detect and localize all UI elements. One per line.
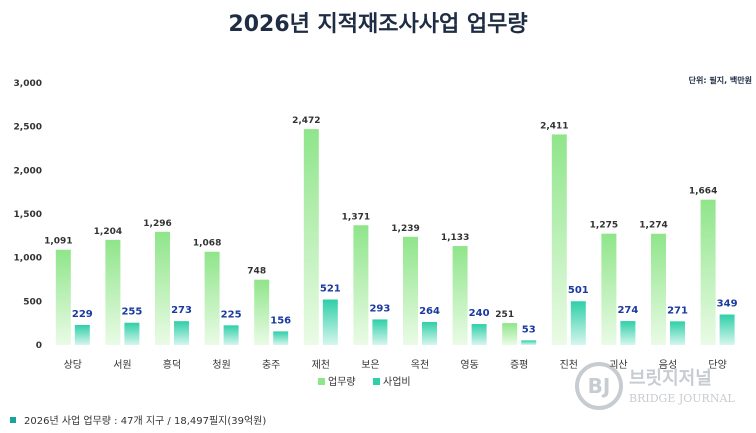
bar-budget <box>471 324 487 345</box>
y-tick-label: 0 <box>36 341 42 351</box>
y-tick-label: 2,500 <box>14 123 42 133</box>
data-label-workload: 2,472 <box>292 116 320 126</box>
data-label-budget: 273 <box>171 305 192 316</box>
data-label-budget: 229 <box>72 309 93 320</box>
data-label-budget: 53 <box>522 324 536 335</box>
bar-budget <box>124 322 140 345</box>
bar-workload <box>204 251 220 345</box>
data-label-workload: 1,204 <box>94 227 122 237</box>
bar-budget <box>273 331 289 345</box>
bars: 1,091 229 1,204 255 1,296 273 1,068 225 748 156 2,… <box>44 116 738 345</box>
data-label-budget: 240 <box>469 308 490 319</box>
x-tick-label: 충주 <box>262 359 280 371</box>
x-tick-label: 제천 <box>312 359 330 371</box>
data-label-budget: 271 <box>667 305 688 316</box>
bar-budget <box>174 321 189 345</box>
unit-note: 단위: 필지, 백만원 <box>688 76 752 85</box>
svg-text:BRIDGE JOURNAL: BRIDGE JOURNAL <box>629 392 735 405</box>
y-tick-label: 2,000 <box>14 166 42 176</box>
data-label-workload: 1,274 <box>639 221 667 231</box>
y-tick-label: 1,500 <box>14 210 42 220</box>
data-label-workload: 1,239 <box>391 224 419 234</box>
bar-budget <box>670 321 685 345</box>
x-tick-label: 보은 <box>361 359 379 371</box>
data-label-budget: 501 <box>568 285 589 296</box>
svg-text:브릿지저널: 브릿지저널 <box>629 368 712 389</box>
bar-budget <box>372 319 388 345</box>
svg-text:BJ: BJ <box>588 374 611 398</box>
bar-workload <box>601 233 617 345</box>
data-label-budget: 521 <box>320 283 341 294</box>
bar-workload <box>105 239 121 345</box>
bar-budget <box>620 321 636 345</box>
bar-budget <box>223 325 239 345</box>
bar-budget <box>322 299 338 345</box>
legend-label-workload: 업무량 <box>328 375 356 388</box>
bar-workload <box>403 236 418 345</box>
x-tick-label: 청원 <box>212 359 230 371</box>
data-label-budget: 255 <box>121 307 142 318</box>
bar-workload <box>700 199 716 345</box>
bar-workload <box>502 323 518 345</box>
y-tick-label: 1,000 <box>14 254 42 264</box>
bridge-journal-watermark-logo: BJ 브릿지저널 BRIDGE JOURNAL <box>575 362 735 410</box>
bar-workload <box>651 233 666 345</box>
data-label-workload: 1,275 <box>590 221 618 231</box>
x-tick-label: 음성 <box>659 359 677 371</box>
data-label-budget: 349 <box>717 299 738 310</box>
legend-swatch-budget <box>373 378 380 385</box>
bar-budget <box>74 325 90 345</box>
data-label-workload: 1,296 <box>143 219 171 229</box>
footnote-text: 2026년 사업 업무량 : 47개 지구 / 18,497필지(39억원) <box>24 416 267 427</box>
data-label-workload: 1,664 <box>689 187 717 197</box>
data-label-workload: 1,091 <box>44 237 72 247</box>
y-axis: 0 500 1,000 1,500 2,000 2,500 3,000 <box>14 79 42 351</box>
legend: 업무량 사업비 <box>318 375 411 388</box>
x-tick-label: 서원 <box>113 359 131 371</box>
data-label-workload: 2,411 <box>540 121 568 131</box>
data-label-budget: 225 <box>221 309 242 320</box>
data-label-workload: 1,068 <box>193 239 221 249</box>
data-label-budget: 274 <box>617 305 638 316</box>
bar-workload <box>55 249 71 345</box>
y-tick-label: 3,000 <box>14 79 42 89</box>
data-label-budget: 293 <box>369 303 390 314</box>
bar-workload <box>452 246 468 345</box>
bar-budget <box>570 301 586 345</box>
footnote: 2026년 사업 업무량 : 47개 지구 / 18,497필지(39억원) <box>10 412 266 427</box>
x-tick-label: 흥덕 <box>163 358 181 371</box>
bar-budget <box>521 340 537 345</box>
data-label-workload: 1,133 <box>441 233 469 243</box>
bar-budget <box>719 314 735 345</box>
bar-workload <box>254 279 270 345</box>
x-tick-label: 증평 <box>510 359 528 371</box>
x-tick-label: 영동 <box>460 359 478 371</box>
legend-label-budget: 사업비 <box>383 375 411 388</box>
bar-workload <box>303 129 319 345</box>
chart-title: 2026년 지적재조사사업 업무량 <box>228 12 528 37</box>
footnote-bullet-icon <box>10 416 16 423</box>
bar-workload <box>155 231 170 345</box>
bar-workload <box>353 225 369 345</box>
data-label-budget: 156 <box>270 315 291 326</box>
data-label-budget: 264 <box>419 306 440 317</box>
x-tick-label: 상당 <box>64 359 82 371</box>
x-tick-label: 진천 <box>560 359 578 371</box>
data-label-workload: 251 <box>495 310 514 320</box>
legend-swatch-workload <box>318 378 325 385</box>
data-label-workload: 1,371 <box>342 212 370 222</box>
x-tick-label: 단양 <box>708 359 726 371</box>
bar-budget <box>422 321 437 345</box>
data-label-workload: 748 <box>247 267 266 277</box>
y-tick-label: 500 <box>23 297 42 307</box>
x-tick-label: 옥천 <box>411 359 429 371</box>
bar-workload <box>551 134 567 345</box>
